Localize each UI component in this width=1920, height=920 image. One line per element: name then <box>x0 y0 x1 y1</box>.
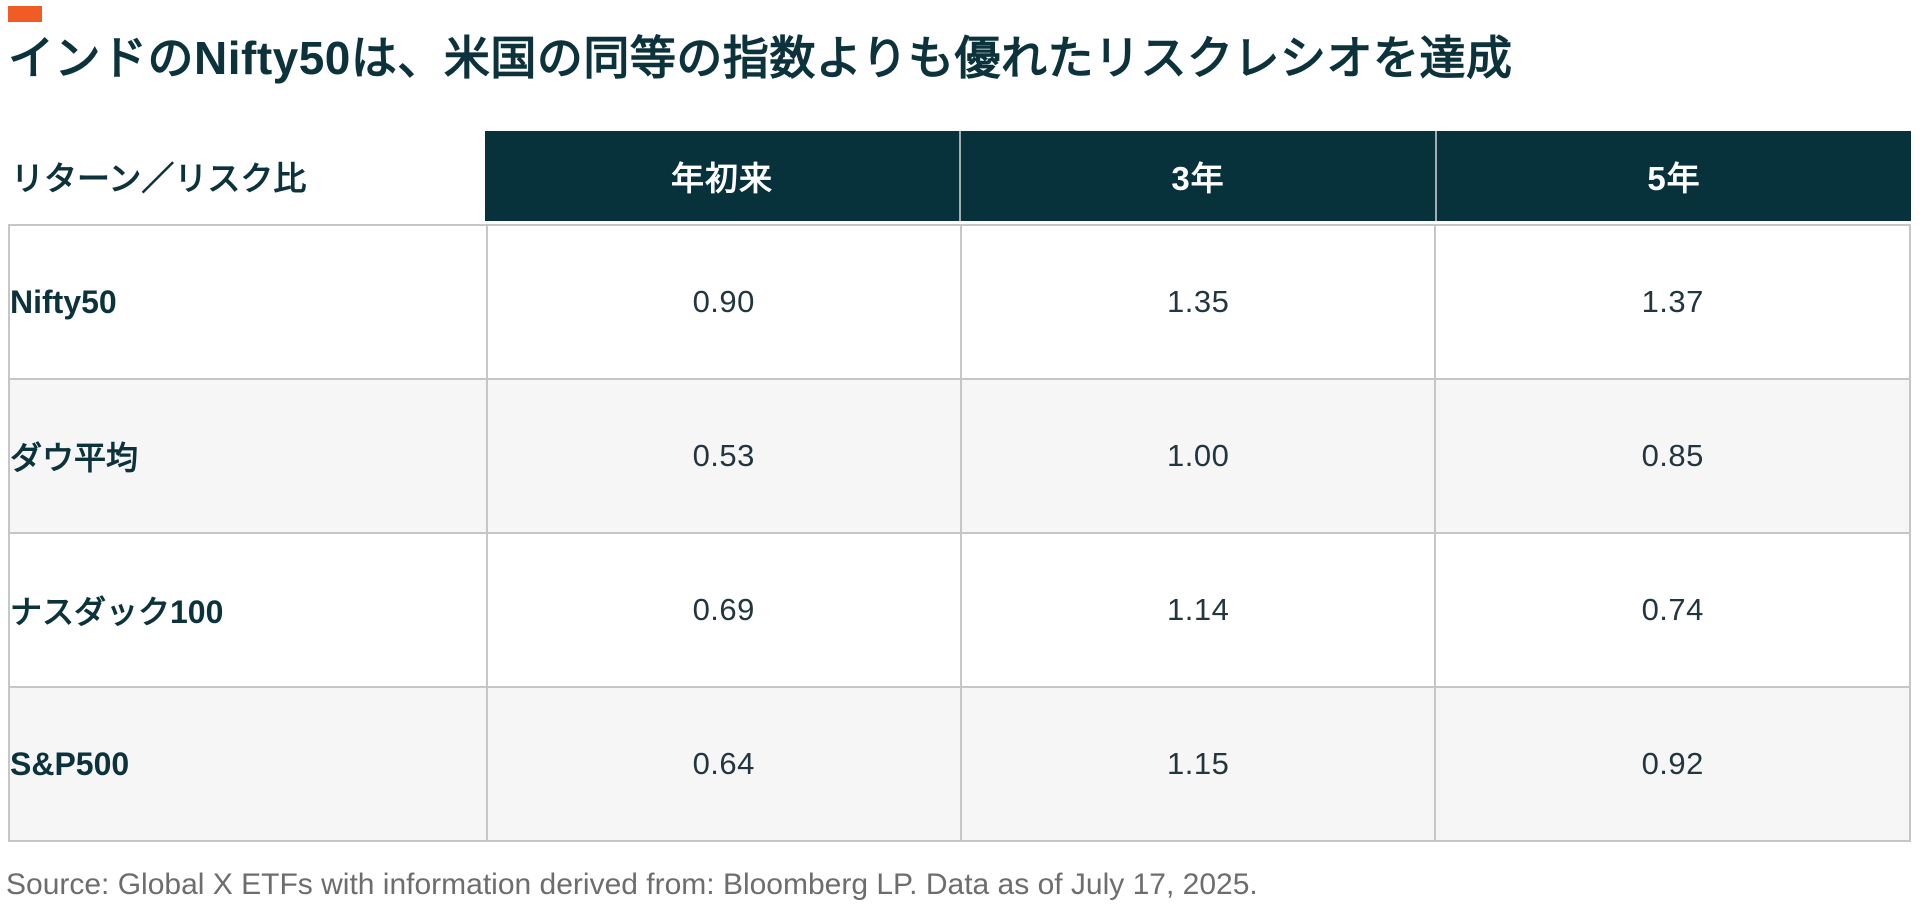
value-cell: 0.69 <box>485 532 962 688</box>
column-header-3y: 3年 <box>959 131 1435 221</box>
value-cell: 1.14 <box>959 532 1437 688</box>
value-cell: 0.92 <box>1434 686 1911 842</box>
table-row: S&P500 0.64 1.15 0.92 <box>8 686 1911 842</box>
accent-bar <box>8 6 42 22</box>
row-label: ダウ平均 <box>8 378 488 534</box>
value-cell: 1.37 <box>1434 224 1911 380</box>
table-row: Nifty50 0.90 1.35 1.37 <box>8 224 1911 380</box>
row-label: S&P500 <box>8 686 488 842</box>
corner-header-return-risk-ratio: リターン／リスク比 <box>8 131 485 221</box>
value-cell: 0.53 <box>485 378 962 534</box>
table-body: Nifty50 0.90 1.35 1.37 ダウ平均 0.53 1.00 0.85 ナスダック… <box>8 224 1911 842</box>
column-header-5y: 5年 <box>1435 131 1911 221</box>
value-cell: 0.85 <box>1434 378 1911 534</box>
table-header-row: リターン／リスク比 年初来 3年 5年 <box>8 131 1911 221</box>
table-row: ナスダック100 0.69 1.14 0.74 <box>8 532 1911 688</box>
value-cell: 1.15 <box>959 686 1437 842</box>
row-label: Nifty50 <box>8 224 488 380</box>
value-cell: 0.74 <box>1434 532 1911 688</box>
row-label: ナスダック100 <box>8 532 488 688</box>
value-cell: 1.00 <box>959 378 1437 534</box>
column-header-ytd: 年初来 <box>485 131 959 221</box>
table-row: ダウ平均 0.53 1.00 0.85 <box>8 378 1911 534</box>
value-cell: 0.64 <box>485 686 962 842</box>
value-cell: 1.35 <box>959 224 1437 380</box>
value-cell: 0.90 <box>485 224 962 380</box>
source-note: Source: Global X ETFs with information d… <box>6 868 1258 901</box>
risk-ratio-table: Nifty50 0.90 1.35 1.37 ダウ平均 0.53 1.00 0.85 ナスダック… <box>8 224 1911 842</box>
page-title: インドのNifty50は、米国の同等の指数よりも優れたリスクレシオを達成 <box>8 32 1513 84</box>
